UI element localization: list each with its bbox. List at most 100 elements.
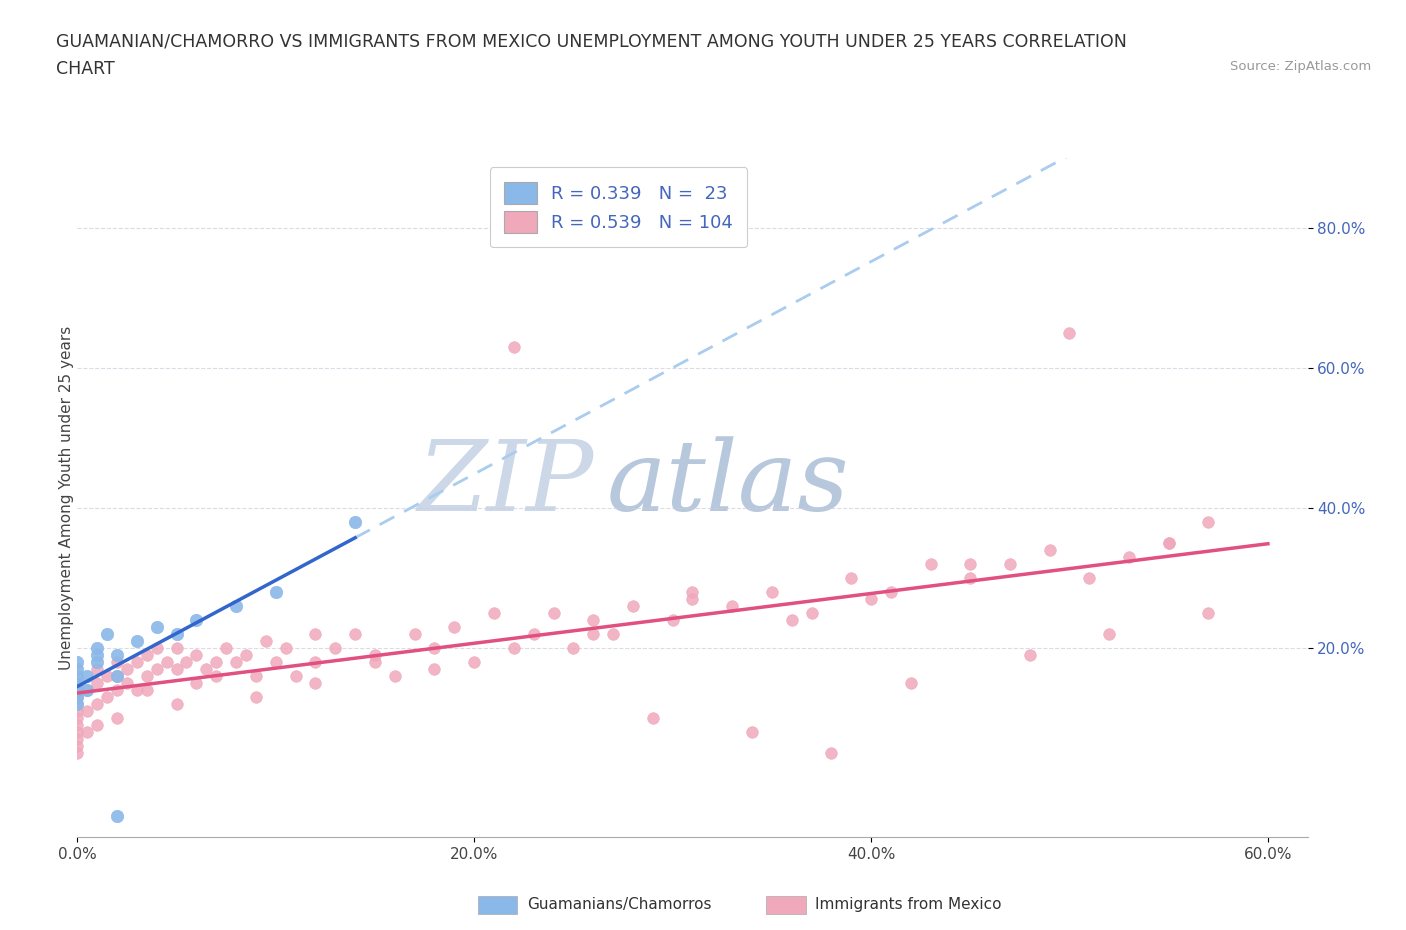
Point [254, 633, 277, 648]
Point [66, 675, 89, 690]
Point [66, 689, 89, 704]
Point [86, 661, 108, 676]
Text: Guamanians/Chamorros: Guamanians/Chamorros [527, 897, 711, 912]
Point [1157, 536, 1180, 551]
Point [66, 697, 89, 711]
Point [304, 627, 326, 642]
Point [105, 647, 128, 662]
Point [682, 591, 704, 606]
Text: CHART: CHART [56, 60, 115, 78]
Point [800, 605, 823, 620]
Point [166, 661, 188, 676]
Point [86, 675, 108, 690]
Point [860, 591, 883, 606]
Point [264, 585, 287, 600]
Point [225, 655, 247, 670]
Point [105, 655, 128, 670]
Point [86, 647, 108, 662]
Point [96, 627, 118, 642]
Point [166, 697, 188, 711]
Point [304, 675, 326, 690]
Point [602, 627, 624, 642]
Point [66, 655, 89, 670]
Point [741, 724, 763, 739]
Point [344, 627, 367, 642]
Point [284, 669, 307, 684]
Point [463, 655, 485, 670]
Point [959, 556, 981, 571]
Point [562, 641, 585, 656]
Point [195, 661, 218, 676]
Point [205, 669, 228, 684]
Point [66, 738, 89, 753]
Point [1197, 605, 1219, 620]
Point [682, 585, 704, 600]
Point [423, 641, 446, 656]
Point [135, 647, 157, 662]
Point [225, 599, 247, 614]
Point [384, 669, 406, 684]
Point [86, 697, 108, 711]
Point [186, 613, 208, 628]
Point [205, 655, 228, 670]
Point [96, 689, 118, 704]
Y-axis label: Unemployment Among Youth under 25 years: Unemployment Among Youth under 25 years [59, 326, 73, 670]
Point [920, 556, 942, 571]
Text: atlas: atlas [606, 436, 849, 532]
Point [404, 627, 426, 642]
Point [186, 647, 208, 662]
Point [156, 655, 179, 670]
Point [998, 556, 1021, 571]
Point [76, 724, 98, 739]
Point [115, 675, 138, 690]
Point [880, 585, 903, 600]
Point [76, 683, 98, 698]
Point [1059, 326, 1081, 340]
Point [364, 655, 387, 670]
Point [1018, 647, 1040, 662]
Point [1197, 514, 1219, 529]
Point [166, 627, 188, 642]
Point [125, 683, 148, 698]
Point [166, 641, 188, 656]
Point [186, 675, 208, 690]
Point [323, 641, 346, 656]
Point [145, 641, 167, 656]
Point [86, 718, 108, 733]
Point [502, 641, 524, 656]
Point [86, 641, 108, 656]
Point [105, 808, 128, 823]
Point [76, 683, 98, 698]
Point [839, 571, 862, 586]
Point [721, 599, 744, 614]
Text: ZIP: ZIP [418, 436, 595, 532]
Point [661, 613, 683, 628]
Point [1118, 550, 1140, 565]
Point [105, 669, 128, 684]
Point [1039, 542, 1062, 557]
Point [264, 655, 287, 670]
Point [1098, 627, 1121, 642]
Point [66, 689, 89, 704]
Point [66, 746, 89, 761]
Point [523, 627, 546, 642]
Text: GUAMANIAN/CHAMORRO VS IMMIGRANTS FROM MEXICO UNEMPLOYMENT AMONG YOUTH UNDER 25 Y: GUAMANIAN/CHAMORRO VS IMMIGRANTS FROM ME… [56, 33, 1128, 50]
Point [582, 613, 605, 628]
Point [105, 683, 128, 698]
Point [215, 641, 238, 656]
Point [66, 724, 89, 739]
Point [115, 661, 138, 676]
Point [135, 683, 157, 698]
Point [900, 675, 922, 690]
Point [66, 704, 89, 719]
Point [66, 661, 89, 676]
Point [76, 704, 98, 719]
Point [304, 655, 326, 670]
Point [176, 655, 198, 670]
Point [482, 605, 505, 620]
Point [582, 627, 605, 642]
Point [105, 711, 128, 725]
Point [641, 711, 664, 725]
Point [66, 683, 89, 698]
Point [125, 655, 148, 670]
